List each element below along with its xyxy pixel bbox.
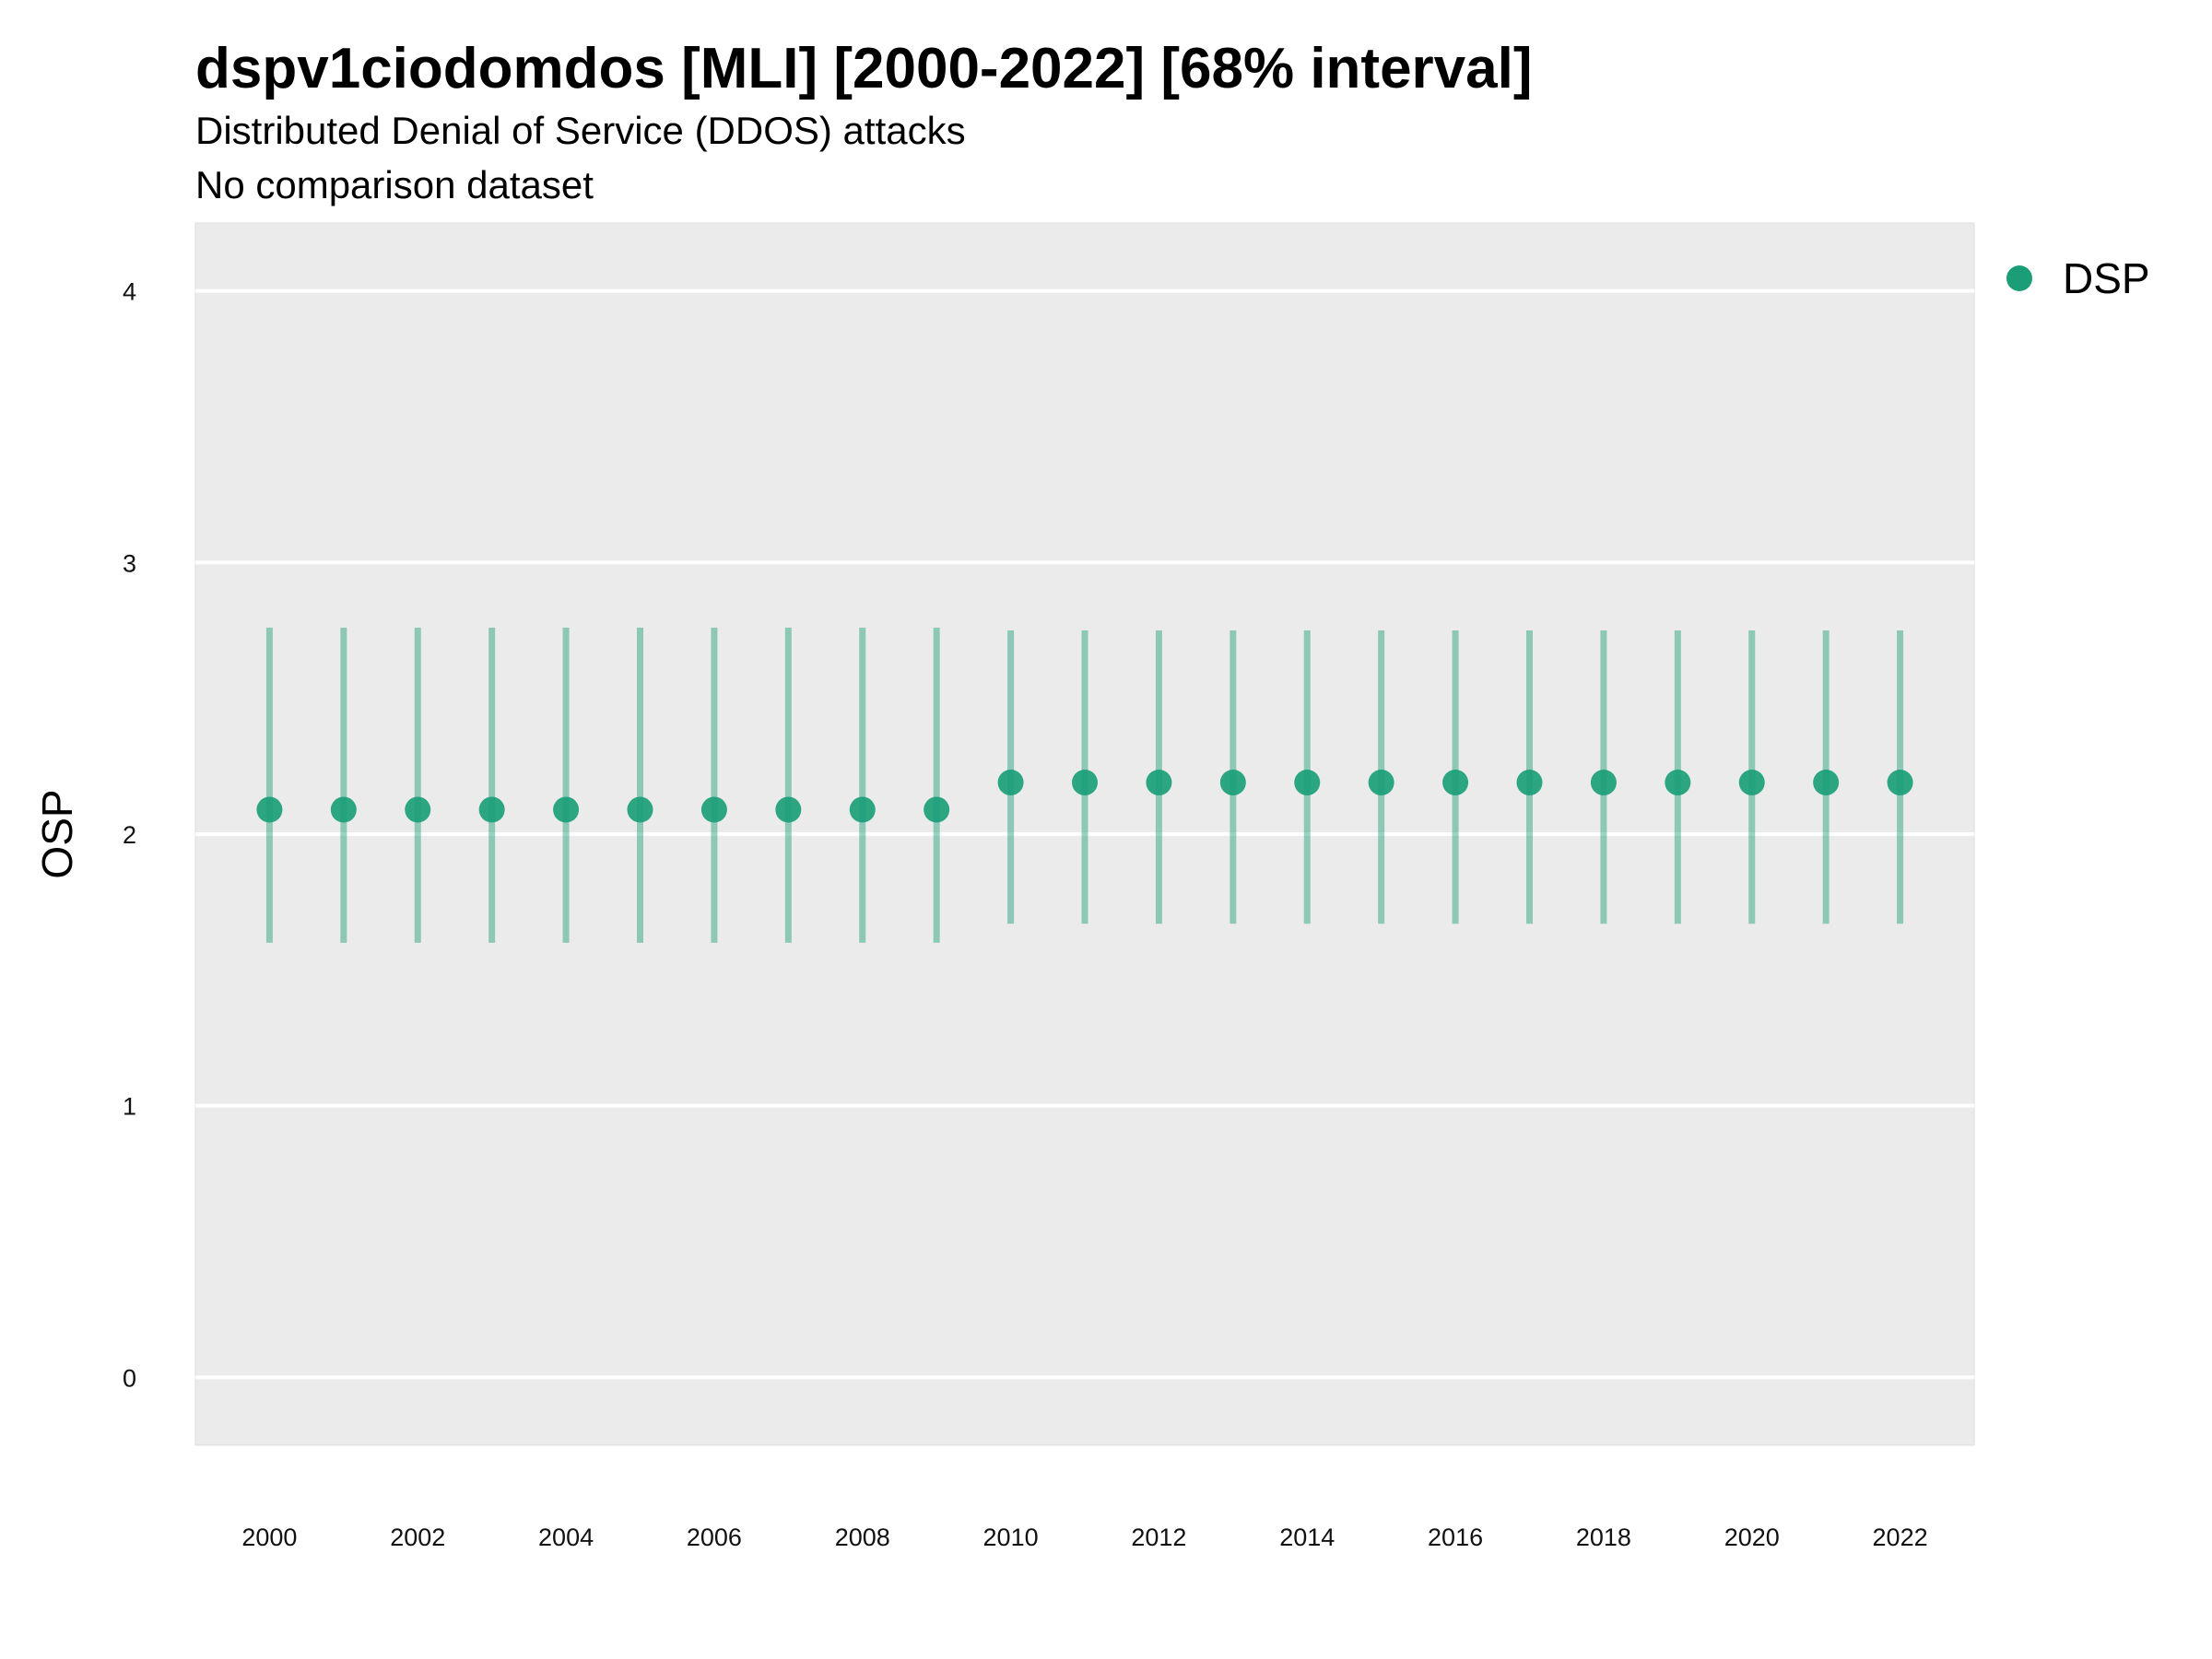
y-axis-label: OSP	[33, 789, 81, 878]
data-point	[997, 770, 1024, 796]
data-point	[1072, 770, 1098, 796]
y-tick-label: 3	[123, 549, 136, 577]
legend-label-dsp: DSP	[2063, 254, 2150, 302]
data-points	[256, 770, 1913, 823]
x-tick-label: 2004	[538, 1524, 594, 1551]
x-tick-label: 2002	[390, 1524, 445, 1551]
data-point	[1813, 770, 1840, 796]
data-point	[478, 796, 505, 823]
data-point	[1442, 770, 1469, 796]
x-tick-label: 2012	[1131, 1524, 1186, 1551]
y-tick-label: 1	[123, 1093, 136, 1121]
data-point	[405, 796, 431, 823]
data-point	[1738, 770, 1765, 796]
chart-caption: No comparison dataset	[195, 163, 594, 206]
x-tick-label: 2016	[1428, 1524, 1483, 1551]
data-point	[1590, 770, 1617, 796]
x-tick-label: 2020	[1724, 1524, 1780, 1551]
x-axis-ticks: 2000 2002 2004 2006 2008 2010 2012 2014 2016 2018…	[241, 1524, 1927, 1551]
data-point	[775, 796, 802, 823]
gridlines	[195, 288, 1974, 1380]
x-tick-label: 2010	[983, 1524, 1039, 1551]
data-point	[1368, 770, 1394, 796]
y-tick-label: 4	[123, 278, 136, 306]
data-point	[924, 796, 950, 823]
data-point	[1665, 770, 1691, 796]
data-point	[627, 796, 653, 823]
legend-marker-dsp	[2006, 265, 2032, 291]
data-point	[700, 796, 727, 823]
x-tick-label: 2014	[1279, 1524, 1335, 1551]
x-tick-label: 2022	[1873, 1524, 1928, 1551]
data-point	[256, 796, 283, 823]
data-point	[849, 796, 876, 823]
data-point	[1294, 770, 1321, 796]
data-point	[1219, 770, 1246, 796]
data-point	[1516, 770, 1543, 796]
chart-subtitle: Distributed Denial of Service (DDOS) att…	[195, 109, 966, 152]
data-point	[1887, 770, 1913, 796]
x-tick-label: 2000	[241, 1524, 297, 1551]
data-point	[1146, 770, 1172, 796]
chart-title: dspv1ciodomdos [MLI] [2000-2022] [68% in…	[195, 37, 1533, 100]
x-tick-label: 2006	[687, 1524, 742, 1551]
y-tick-label: 2	[123, 821, 136, 849]
legend: DSP	[2006, 254, 2150, 302]
data-point	[553, 796, 580, 823]
data-point	[330, 796, 357, 823]
x-tick-label: 2018	[1576, 1524, 1631, 1551]
y-tick-label: 0	[123, 1364, 136, 1392]
x-tick-label: 2008	[835, 1524, 890, 1551]
y-axis-ticks: 0 1 2 3 4	[123, 278, 136, 1393]
